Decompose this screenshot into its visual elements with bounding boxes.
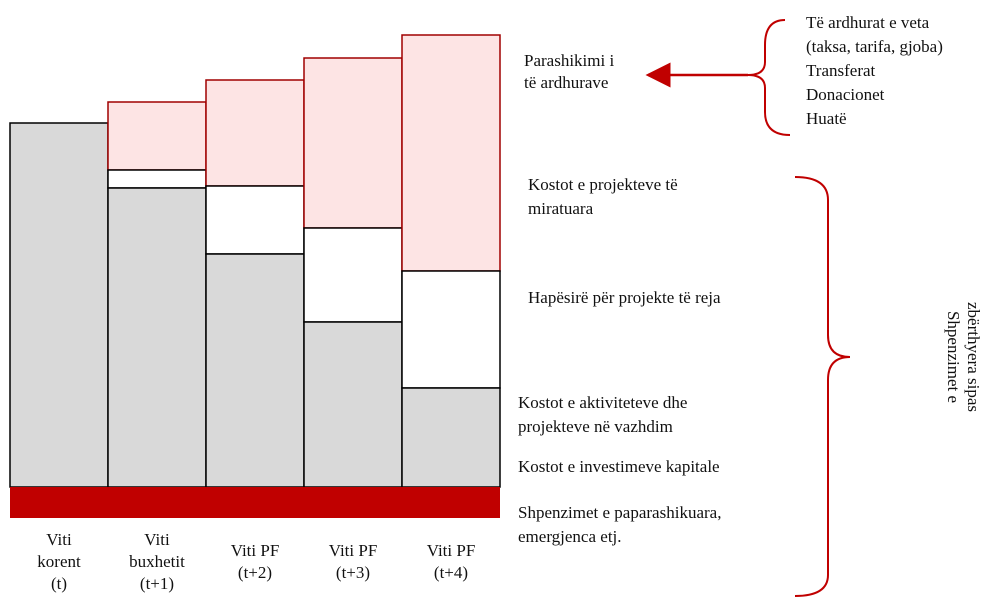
text-line: Shpenzimet e	[944, 311, 963, 403]
segment	[9, 122, 109, 488]
text-line: të ardhurave	[524, 73, 608, 92]
text-line: Viti	[46, 530, 72, 549]
text-line: Kostot e projekteve të	[528, 175, 678, 194]
text-line: projekteve në vazhdim	[518, 417, 673, 436]
bars	[9, 34, 501, 518]
segment	[401, 270, 501, 389]
brace	[747, 19, 791, 136]
segment	[401, 387, 501, 488]
text-line: Hapësirë për projekte të reja	[528, 288, 721, 307]
text-line: Kostot e investimeve kapitale	[518, 457, 720, 476]
expenditure-item: Kostot e investimeve kapitale	[518, 457, 720, 476]
column-label: Viti buxhetit (t+1)	[129, 530, 185, 593]
expenditure-item: Hapësirë për projekte të reja	[528, 288, 721, 307]
text-line: Kostot e aktiviteteve dhe	[518, 393, 687, 412]
column-label: Viti korent (t)	[37, 530, 81, 593]
text-line: Viti PF	[231, 541, 280, 560]
text-line: Parashikimi i	[524, 51, 614, 70]
text-line: (t+2)	[238, 563, 272, 582]
text-line: funksioneve	[984, 315, 1003, 398]
column-label: Viti PF (t+3)	[329, 541, 378, 582]
segment	[205, 185, 305, 255]
text-line: emergjenca etj.	[518, 527, 622, 546]
text-line: Viti	[144, 530, 170, 549]
column-label: Viti PF (t+2)	[231, 541, 280, 582]
text-line: (t+3)	[336, 563, 370, 582]
text-line: Donacionet	[806, 85, 885, 104]
column-label: Viti PF (t+4)	[427, 541, 476, 582]
text-line: (t)	[51, 574, 67, 593]
text-line: Viti PF	[427, 541, 476, 560]
text-line: (t+4)	[434, 563, 468, 582]
expenditure-item: Kostot e aktiviteteve dhe projekteve në v…	[518, 393, 687, 436]
segment	[303, 227, 403, 323]
text-line: (t+1)	[140, 574, 174, 593]
text-line: Huatë	[806, 109, 847, 128]
segment	[107, 187, 207, 488]
text-line: Transferat	[806, 61, 876, 80]
segment	[205, 253, 305, 488]
text-line: zbërthyera sipas	[964, 302, 983, 412]
group-label: Shpenzimet ezbërthyera sipasfunksioneve	[944, 302, 1003, 412]
text-line: Shpenzimet e paparashikuara,	[518, 503, 721, 522]
labels: Viti korent (t) Viti buxhetit (t+1) Viti PF (t+…	[37, 13, 1003, 593]
segment	[205, 79, 305, 187]
segment	[107, 101, 207, 171]
text-line: Të ardhurat e veta	[806, 13, 930, 32]
segment	[401, 34, 501, 272]
text-line: Viti PF	[329, 541, 378, 560]
brace	[794, 176, 851, 597]
segment	[303, 57, 403, 229]
segment	[107, 169, 207, 189]
segment	[303, 321, 403, 488]
group-text: Shpenzimet ezbërthyera sipasfunksioneve	[944, 302, 1003, 412]
contingency-bar	[10, 487, 500, 518]
revenue-sources: Të ardhurat e veta (taksa, tarifa, gjoba)…	[806, 13, 943, 128]
text-line: (taksa, tarifa, gjoba)	[806, 37, 943, 56]
text-line: buxhetit	[129, 552, 185, 571]
expenditure-item: Shpenzimet e paparashikuara, emergjenca e…	[518, 503, 721, 546]
expenditure-item: Kostot e projekteve të miratuara	[528, 175, 678, 218]
text-line: korent	[37, 552, 81, 571]
text-line: miratuara	[528, 199, 594, 218]
revenue-label: Parashikimi i të ardhurave	[524, 51, 614, 92]
